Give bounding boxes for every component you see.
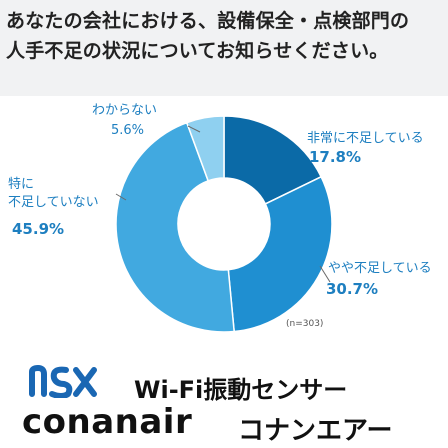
- leader-line-wakaranai: [187, 125, 201, 133]
- title-line-1: あなたの会社における、設備保全・点検部門の: [6, 10, 410, 32]
- chart-area: 非常に不足している 17.8% やや不足している 30.7% 特に 不足していな…: [0, 96, 448, 340]
- donut-chart: 非常に不足している 17.8% やや不足している 30.7% 特に 不足していな…: [8, 103, 432, 333]
- slice-label-wakaranai: わからない: [92, 103, 157, 118]
- sample-size-note: (n=303): [286, 319, 323, 329]
- leader-line-tokuni: [115, 193, 127, 201]
- slice-tokuni: [115, 121, 235, 333]
- brand-name: conanair: [22, 402, 193, 442]
- slice-value-yaya: 30.7%: [326, 280, 378, 298]
- slice-value-wakaranai: 5.6%: [111, 123, 144, 138]
- product-name: Wi-Fi振動センサー: [134, 376, 348, 404]
- slice-label-tokuni-line1: 特に: [8, 177, 34, 192]
- slice-value-hijouni: 17.8%: [309, 148, 361, 166]
- slice-wakaranai: [185, 115, 225, 182]
- donut-slices: [115, 115, 333, 333]
- slice-label-hijouni: 非常に不足している: [307, 131, 424, 146]
- footer: Wi-Fi振動センサー conanair コナンエアー: [0, 340, 448, 448]
- slice-value-tokuni: 45.9%: [12, 220, 64, 238]
- leader-line-yaya: [319, 265, 331, 283]
- slice-label-tokuni-line2: 不足していない: [8, 195, 99, 210]
- title-band: あなたの会社における、設備保全・点検部門の 人手不足の状況についてお知らせくださ…: [0, 0, 448, 97]
- nsx-logo-icon: [29, 364, 97, 398]
- slice-label-yaya: やや不足している: [328, 261, 432, 276]
- slice-yaya: [227, 175, 333, 333]
- page-title: あなたの会社における、設備保全・点検部門の 人手不足の状況についてお知らせくださ…: [6, 6, 446, 66]
- title-line-2: 人手不足の状況についてお知らせください。: [6, 40, 389, 62]
- brand-kana: コナンエアー: [238, 416, 393, 446]
